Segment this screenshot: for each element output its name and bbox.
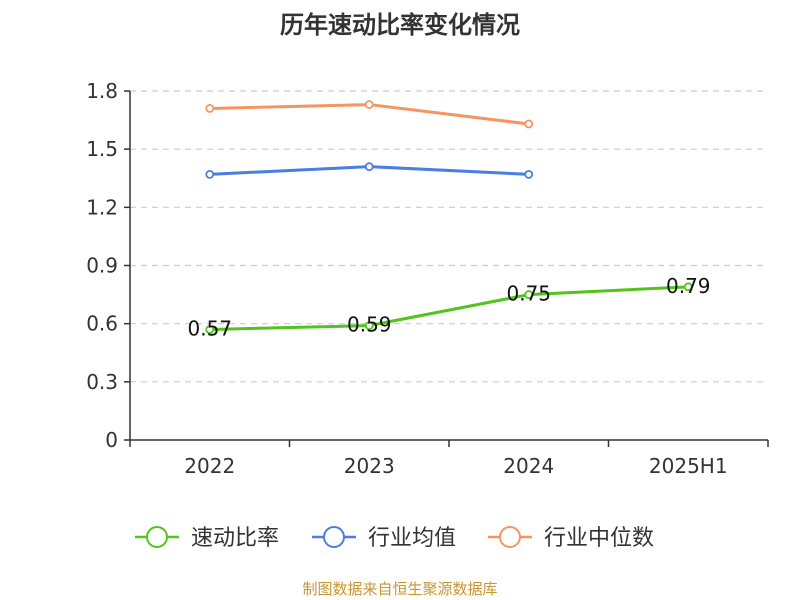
data-label: 0.75	[506, 282, 551, 306]
data-label: 0.79	[666, 274, 711, 298]
data-point	[205, 169, 215, 179]
x-tick-label: 2023	[344, 454, 395, 478]
data-point	[205, 325, 215, 334]
x-tick-label: 2022	[184, 454, 235, 478]
axis-layer: 0 0.3 0.6 0.9 1.2 1.5 1.8 2022 2023 2024 2025H1	[86, 79, 769, 478]
data-point	[683, 282, 693, 292]
source-note: 制图数据来自恒生聚源数据库	[302, 580, 497, 598]
x-tick-label: 2024	[503, 454, 554, 478]
chart-title: 历年速动比率变化情况	[280, 11, 520, 39]
x-tick-label: 2025H1	[649, 454, 728, 478]
y-tick-label: 0	[105, 428, 118, 452]
data-point	[524, 290, 534, 299]
y-tick-label: 1.2	[86, 195, 118, 219]
legend-marker-icon	[499, 526, 521, 548]
legend-label: 速动比率	[191, 526, 279, 551]
series-line-0	[209, 285, 689, 331]
legend-item-2[interactable]: 行业中位数	[488, 526, 654, 551]
data-point	[364, 321, 374, 331]
series-layer	[205, 100, 693, 334]
y-tick-label: 1.5	[86, 137, 118, 161]
data-point	[364, 100, 374, 109]
legend-item-1[interactable]: 行业均值	[312, 526, 456, 551]
grid-layer	[130, 90, 768, 383]
legend-item-0[interactable]: 速动比率	[135, 526, 279, 551]
data-point	[205, 104, 215, 113]
legend-label: 行业均值	[368, 526, 456, 551]
y-tick-label: 0.6	[86, 312, 118, 336]
legend-marker-icon	[323, 526, 345, 548]
data-point	[524, 119, 534, 129]
data-point	[524, 169, 534, 179]
y-tick-label: 1.8	[86, 79, 118, 103]
data-point	[364, 162, 374, 172]
y-tick-label: 0.9	[86, 254, 118, 278]
legend-label: 行业中位数	[544, 526, 654, 551]
y-tick-label: 0.3	[86, 370, 118, 394]
data-label-layer: 0.57 0.59 0.75 0.79	[187, 274, 710, 341]
data-label: 0.59	[347, 313, 392, 337]
legend: 速动比率 行业均值 行业中位数	[135, 526, 654, 551]
legend-marker-icon	[146, 526, 168, 548]
data-label: 0.57	[187, 316, 232, 340]
